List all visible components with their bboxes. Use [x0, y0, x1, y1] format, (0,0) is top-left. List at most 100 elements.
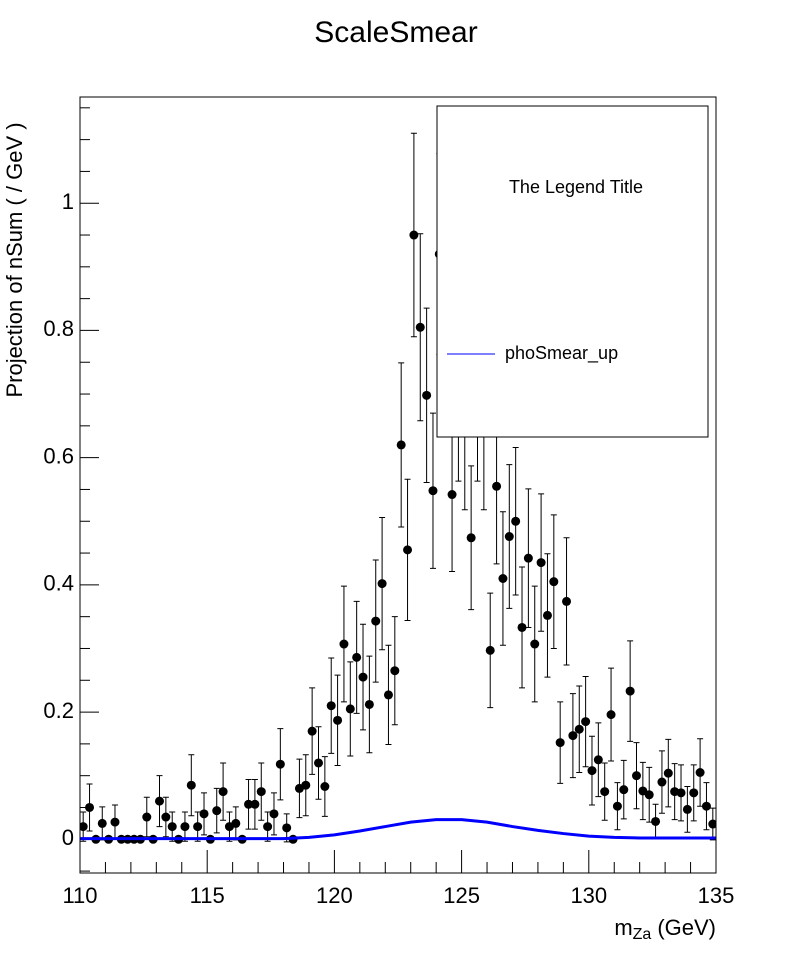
- data-point: [504, 532, 514, 542]
- data-point: [390, 666, 400, 676]
- data-point: [193, 822, 203, 832]
- data-point: [97, 818, 107, 828]
- x-tick-label: 135: [698, 883, 735, 908]
- plot-frame: [79, 96, 717, 874]
- data-point: [587, 766, 597, 776]
- legend-box: [436, 105, 709, 438]
- data-point: [345, 704, 355, 714]
- data-point: [358, 672, 368, 682]
- data-point: [466, 533, 476, 543]
- data-point: [364, 699, 374, 709]
- data-point: [663, 768, 673, 778]
- data-point: [536, 558, 546, 568]
- data-point: [708, 819, 716, 829]
- data-point: [244, 799, 254, 809]
- y-tick-label: 0.6: [43, 443, 74, 468]
- data-point: [632, 771, 641, 781]
- data-point: [110, 817, 120, 827]
- data-point: [301, 780, 311, 790]
- data-point: [657, 777, 667, 787]
- data-point: [142, 812, 152, 822]
- legend-label: phoSmear_up: [505, 343, 618, 364]
- data-point: [511, 516, 521, 526]
- y-tick-label: 0: [62, 825, 74, 850]
- data-point: [403, 545, 413, 555]
- data-point: [326, 701, 336, 711]
- x-tick-label: 130: [570, 883, 607, 908]
- data-point: [161, 812, 171, 822]
- data-point: [581, 717, 591, 727]
- data-point: [676, 788, 686, 798]
- x-axis-label: mZa (GeV): [614, 915, 716, 943]
- data-point: [371, 616, 381, 626]
- data-point: [333, 715, 343, 725]
- data-point: [218, 787, 228, 797]
- data-point: [593, 755, 603, 765]
- data-point: [606, 710, 616, 720]
- y-axis-label: Projection of nSum ( / GeV ): [2, 122, 27, 397]
- data-point: [212, 806, 222, 816]
- x-tick-label: 115: [190, 883, 225, 908]
- data-point: [447, 490, 457, 500]
- data-point: [269, 809, 279, 819]
- data-point: [542, 610, 552, 620]
- data-point: [562, 596, 572, 606]
- x-label-sub: Za: [633, 926, 652, 943]
- x-tick-label: 125: [443, 883, 480, 908]
- data-point: [320, 781, 330, 791]
- data-point: [80, 822, 88, 832]
- data-point: [250, 799, 260, 809]
- data-point: [307, 726, 317, 736]
- data-point: [155, 796, 164, 806]
- data-point: [574, 724, 584, 734]
- data-point: [485, 645, 495, 655]
- y-tick-label: 0.8: [43, 316, 74, 341]
- data-point: [644, 790, 654, 800]
- data-point: [428, 486, 438, 496]
- x-label-unit: (GeV): [657, 915, 716, 940]
- data-point: [377, 579, 387, 589]
- data-point: [568, 731, 578, 741]
- plot-area: [80, 132, 716, 844]
- data-point: [339, 639, 349, 649]
- data-point: [600, 787, 610, 797]
- data-point: [314, 758, 323, 768]
- data-point: [352, 652, 362, 662]
- data-point: [625, 686, 635, 696]
- data-point: [695, 768, 705, 778]
- data-point: [263, 822, 273, 832]
- data-point: [85, 802, 95, 812]
- x-label-main: m: [614, 915, 632, 940]
- data-point: [422, 390, 432, 400]
- data-point: [530, 639, 540, 649]
- data-point: [186, 780, 196, 790]
- data-point: [409, 230, 419, 240]
- data-point: [549, 577, 559, 587]
- data-point: [180, 822, 190, 832]
- data-point: [282, 823, 292, 833]
- y-tick-label: 0.2: [43, 698, 74, 723]
- data-point: [555, 738, 565, 748]
- data-point: [383, 690, 393, 700]
- data-point: [498, 574, 508, 584]
- chart-title: ScaleSmear: [314, 16, 477, 49]
- data-point: [651, 816, 661, 826]
- data-point: [619, 785, 629, 795]
- x-tick-label: 120: [316, 883, 353, 908]
- data-point: [689, 788, 699, 798]
- data-point: [256, 787, 266, 797]
- legend-title: The Legend Title: [509, 177, 643, 197]
- data-point: [517, 622, 527, 632]
- y-tick-label: 0.4: [43, 571, 74, 596]
- data-point: [682, 804, 692, 814]
- x-tick-label: 110: [62, 883, 97, 908]
- y-tick-label: 1: [62, 189, 74, 214]
- series-line: [80, 818, 716, 841]
- data-point: [231, 818, 241, 828]
- data-point: [523, 553, 533, 563]
- data-point: [275, 759, 285, 769]
- data-point: [167, 822, 177, 832]
- data-point: [701, 801, 711, 811]
